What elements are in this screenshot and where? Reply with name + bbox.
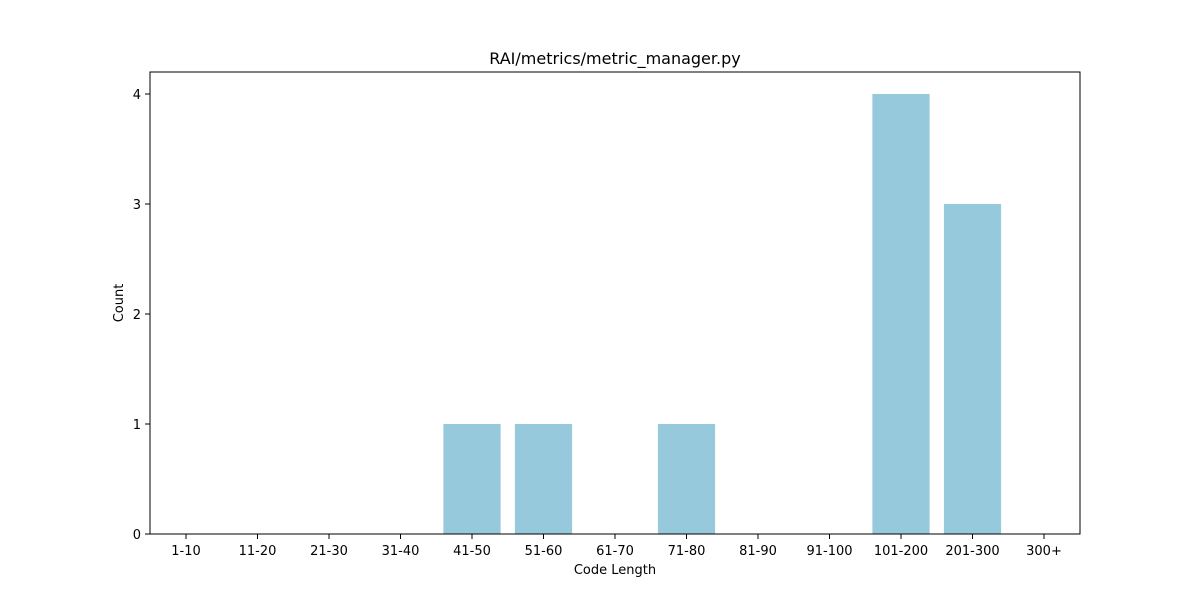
y-axis-label: Count: [112, 284, 127, 323]
x-tick-label: 61-70: [596, 544, 634, 559]
bars-group: [443, 94, 1002, 534]
plot-frame: [149, 71, 1081, 535]
bar-71-80: [657, 424, 716, 534]
x-tick-label: 81-90: [739, 544, 777, 559]
x-tick-label: 21-30: [310, 544, 348, 559]
x-tick-label: 300+: [1026, 544, 1062, 559]
x-axis-label: Code Length: [574, 563, 656, 578]
x-axis-ticks: 1-10 11-20 21-30 31-40 41-50 51-60 61-70 71-80 8…: [171, 534, 1062, 559]
x-tick-label: 41-50: [453, 544, 491, 559]
x-tick-label: 201-300: [945, 544, 999, 559]
x-tick-label: 71-80: [668, 544, 706, 559]
x-tick-label: 31-40: [382, 544, 420, 559]
x-tick-label: 101-200: [874, 544, 928, 559]
x-tick-label: 91-100: [806, 544, 852, 559]
bar-101-200: [872, 94, 930, 534]
y-axis-ticks: 0 1 2 3 4: [133, 88, 150, 543]
y-tick-label: 3: [133, 198, 141, 213]
x-tick-label: 51-60: [525, 544, 563, 559]
y-tick-label: 0: [133, 528, 141, 543]
bar-201-300: [943, 204, 1002, 534]
y-tick-label: 1: [133, 418, 141, 433]
chart-title: RAI/metrics/metric_manager.py: [489, 49, 740, 69]
bar-51-60: [514, 424, 573, 534]
bar-41-50: [443, 424, 501, 534]
x-tick-label: 11-20: [239, 544, 277, 559]
y-tick-label: 2: [133, 308, 141, 323]
y-tick-label: 4: [133, 88, 141, 103]
x-tick-label: 1-10: [171, 544, 201, 559]
